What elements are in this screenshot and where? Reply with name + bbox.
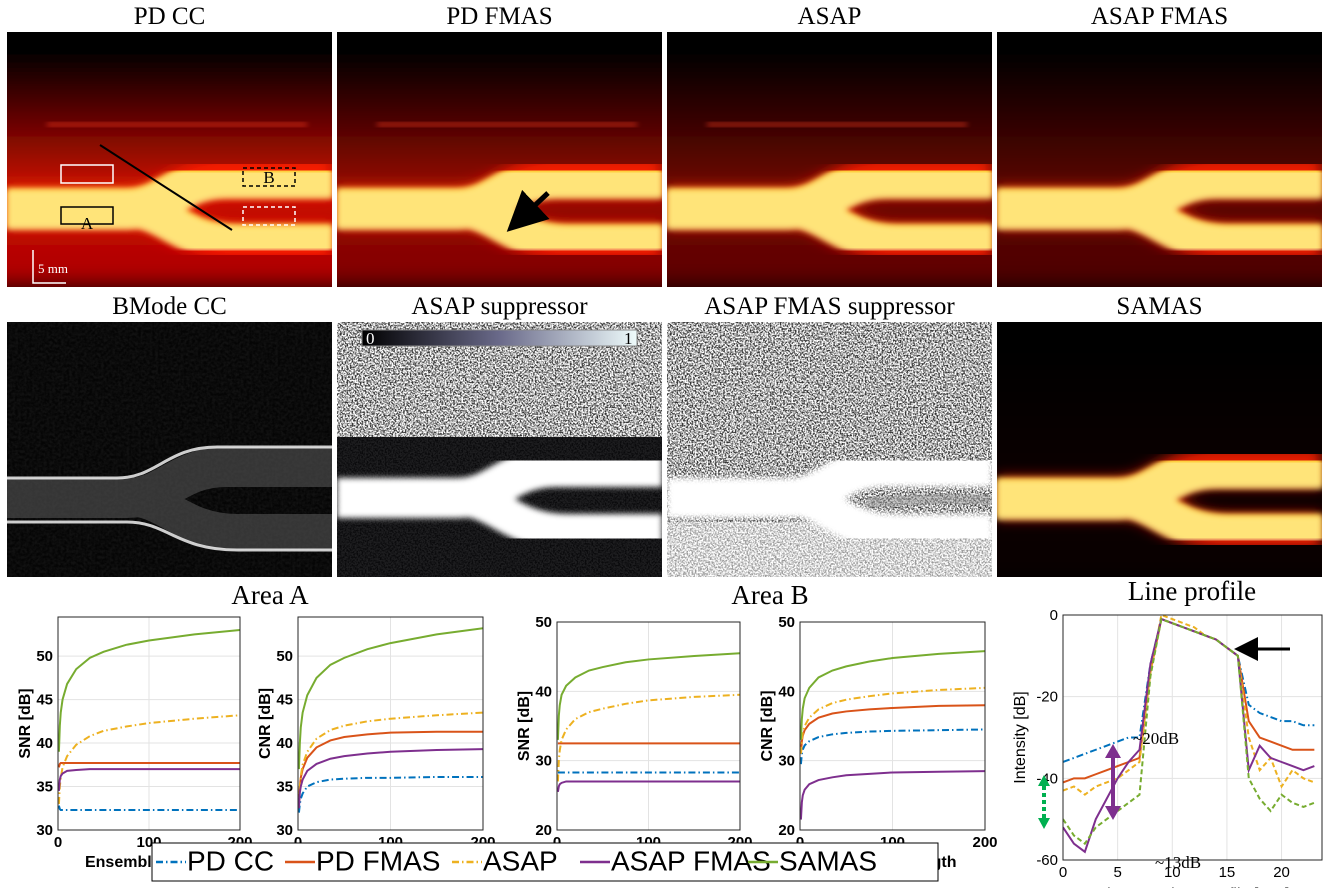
roi-a-label: A	[81, 214, 94, 233]
image-title: PD FMAS	[446, 3, 552, 30]
image-title: SAMAS	[1116, 293, 1202, 320]
colorbar-min: 0	[366, 329, 375, 348]
y-tick-label: 50	[535, 614, 552, 631]
image-title: ASAP FMAS	[1091, 3, 1228, 30]
colorbar	[362, 330, 637, 346]
y-tick-label: 30	[778, 753, 795, 770]
image	[977, 322, 1327, 587]
y-tick-label: 30	[276, 822, 293, 839]
y-tick-label: -20	[1036, 689, 1058, 706]
y-axis-label: SNR [dB]	[17, 688, 34, 758]
artifact	[707, 122, 967, 127]
y-axis-label: CNR [dB]	[257, 688, 274, 759]
artifact	[47, 122, 307, 127]
y-tick-label: 40	[535, 683, 552, 700]
image-content	[337, 322, 662, 577]
y-tick-label: 35	[36, 779, 53, 796]
image	[647, 32, 1012, 297]
legend-label: PD CC	[187, 845, 274, 876]
image-title: ASAP	[798, 3, 862, 30]
chart: 01002003035404550Ensemble lengthCNR [dB]	[257, 617, 496, 871]
figure: PD CC PD FMAS ASAP ASAP FMAS BMode CC ASAP su…	[0, 0, 1327, 888]
x-tick-label: 5	[1113, 864, 1121, 881]
legend-label: PD FMAS	[316, 845, 440, 876]
y-tick-label: 20	[535, 822, 552, 839]
image-content	[317, 32, 682, 297]
image-content	[977, 322, 1327, 587]
x-tick-label: 15	[1219, 864, 1236, 881]
image-title: PD CC	[134, 3, 206, 30]
y-tick-label: 50	[778, 614, 795, 631]
y-tick-label: 30	[535, 753, 552, 770]
annotation: ~20dB	[1133, 729, 1179, 748]
image	[337, 322, 662, 577]
y-tick-label: 0	[1050, 607, 1058, 624]
y-tick-label: 30	[36, 822, 53, 839]
legend-label: ASAP FMAS	[611, 845, 771, 876]
y-tick-label: 35	[276, 779, 293, 796]
image-content	[977, 32, 1327, 297]
y-tick-label: 50	[36, 648, 53, 665]
y-tick-label: 45	[276, 692, 293, 709]
image	[317, 32, 682, 297]
image	[667, 322, 992, 577]
y-tick-label: 50	[276, 648, 293, 665]
chart-title: Line profile	[1128, 576, 1256, 606]
x-tick-label: 20	[1273, 864, 1290, 881]
chart-title: Area B	[731, 580, 808, 610]
image-content	[667, 322, 992, 577]
legend-label: ASAP	[483, 845, 558, 876]
y-tick-label: 40	[36, 735, 53, 752]
image-title: ASAP suppressor	[411, 293, 588, 320]
chart-title: Area A	[231, 580, 309, 610]
x-tick-label: 0	[1059, 864, 1067, 881]
image	[7, 322, 332, 577]
image-title: ASAP FMAS suppressor	[704, 293, 955, 320]
colorbar-max: 1	[624, 329, 633, 348]
y-axis-label: CNR [dB]	[759, 690, 776, 761]
x-tick-label: 0	[54, 834, 62, 851]
scale-label: 5 mm	[38, 261, 68, 276]
image-content	[0, 32, 352, 297]
image-title: BMode CC	[112, 293, 227, 320]
artifact	[377, 122, 637, 127]
image	[0, 32, 352, 297]
y-axis-label: SNR [dB]	[516, 691, 533, 761]
inner	[867, 499, 992, 502]
image-panels: PD CC PD FMAS ASAP ASAP FMAS BMode CC ASAP su…	[0, 3, 1327, 587]
image-content	[647, 32, 1012, 297]
image-content	[7, 322, 332, 577]
y-tick-label: 20	[778, 822, 795, 839]
legend: PD CC PD FMAS ASAP ASAP FMAS SAMAS	[152, 843, 938, 881]
x-tick-label: 200	[972, 834, 997, 851]
image	[977, 32, 1327, 297]
roi-b-label: B	[263, 168, 274, 187]
legend-label: SAMAS	[779, 845, 877, 876]
y-axis-label: Intensity [dB]	[1012, 691, 1029, 784]
chart: 010020020304050Ensemble lengthCNR [dB]	[759, 614, 998, 871]
y-tick-label: 45	[36, 692, 53, 709]
y-tick-label: -60	[1036, 852, 1058, 869]
y-tick-label: 40	[276, 735, 293, 752]
annotation: ~13dB	[1155, 853, 1201, 872]
y-tick-label: 40	[778, 683, 795, 700]
